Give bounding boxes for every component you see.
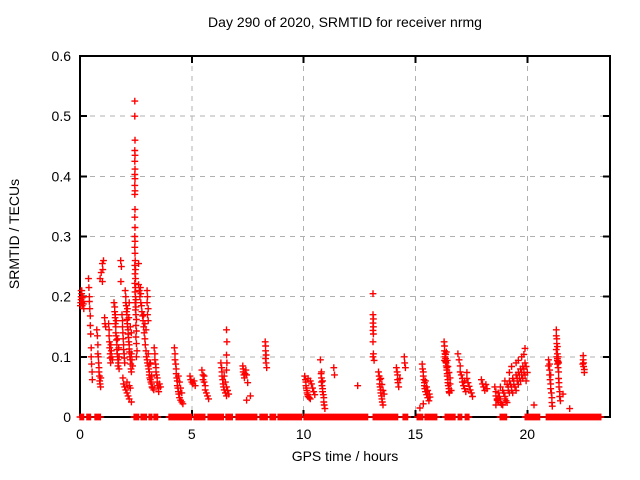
y-tick-label: 0.4 (52, 168, 72, 184)
y-tick-label: 0.3 (52, 229, 72, 245)
x-tick-label: 15 (408, 426, 424, 442)
x-tick-label: 0 (76, 426, 84, 442)
y-tick-label: 0 (63, 409, 71, 425)
x-tick-label: 10 (296, 426, 312, 442)
x-axis-label: GPS time / hours (291, 448, 399, 464)
y-axis-label: SRMTID / TECUs (6, 178, 22, 290)
data-points (76, 97, 605, 421)
y-tick-label: 0.2 (52, 289, 72, 305)
x-tick-label: 5 (188, 426, 196, 442)
y-tick-label: 0.1 (52, 349, 72, 365)
chart-title: Day 290 of 2020, SRMTID for receiver nrm… (208, 14, 482, 30)
y-tick-label: 0.6 (52, 48, 72, 64)
y-tick-label: 0.5 (52, 108, 72, 124)
x-tick-label: 20 (519, 426, 535, 442)
